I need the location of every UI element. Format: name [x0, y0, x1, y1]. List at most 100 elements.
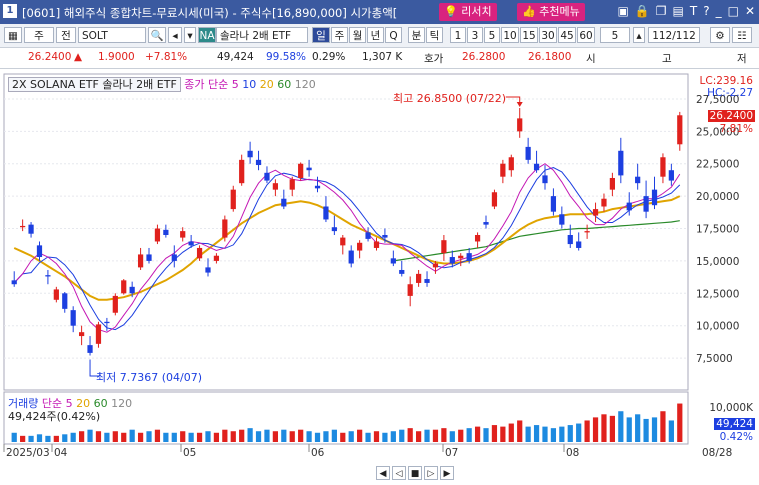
interval-30[interactable]: 30	[539, 27, 557, 43]
candle-body	[314, 185, 321, 189]
volume-bar	[272, 431, 278, 442]
low-label: 저	[737, 53, 747, 65]
text-icon[interactable]: T	[689, 4, 698, 18]
volume-bar	[20, 435, 26, 442]
window-number: 1	[3, 4, 17, 18]
chart-icon[interactable]: ▤	[672, 4, 684, 18]
candle-body	[20, 225, 26, 228]
copy-icon[interactable]: ❐	[655, 4, 667, 18]
ma10-label: 10	[242, 78, 257, 91]
volume-bar	[491, 425, 498, 442]
bid-price: 26.1800	[528, 51, 572, 63]
volume-bar	[154, 429, 161, 442]
ma20-label: 20	[259, 78, 274, 91]
next-icon[interactable]: ▶	[440, 466, 454, 480]
interval-3[interactable]: 3	[467, 27, 483, 43]
help-icon[interactable]: ?	[703, 4, 710, 18]
interval-custom[interactable]: 5	[600, 27, 630, 43]
vol-ma120-label: 120	[111, 397, 133, 410]
volume-ratio: 99.58%	[266, 51, 307, 63]
candle-body	[230, 189, 236, 210]
volume-bar	[222, 429, 228, 442]
candle-body	[517, 118, 523, 132]
toolbar-icon[interactable]: ▦	[4, 27, 22, 43]
candle-body	[449, 257, 455, 264]
candle-body	[129, 286, 135, 294]
volume-bar	[517, 420, 523, 442]
period-month[interactable]: 월	[349, 27, 366, 43]
candle-body	[171, 254, 177, 261]
candle-body	[188, 241, 194, 246]
ma20-line	[13, 195, 681, 301]
all-button[interactable]: 전	[56, 27, 76, 43]
high-arrow	[516, 102, 523, 107]
interval-10[interactable]: 10	[501, 27, 519, 43]
open-label: 시	[586, 53, 596, 65]
volume-last-tag: 49,424	[714, 418, 755, 430]
volume-bar	[533, 425, 540, 442]
volume-bar	[466, 428, 472, 442]
candle-body	[11, 280, 17, 285]
ma10-line	[13, 167, 681, 331]
candle-body	[407, 284, 413, 296]
volume-bar	[441, 428, 447, 442]
candle-body	[584, 231, 590, 233]
interval-45[interactable]: 45	[558, 27, 576, 43]
volume-bar	[567, 425, 573, 442]
interval-1[interactable]: 1	[450, 27, 466, 43]
volume-legend: 거래량 단순 5 20 60 120	[8, 395, 132, 411]
chart-options-icon[interactable]: ☷	[732, 27, 752, 43]
chevron-down-icon[interactable]: ▾	[184, 27, 196, 43]
play-icon[interactable]: ▷	[424, 466, 438, 480]
interval-5[interactable]: 5	[484, 27, 500, 43]
volume-bar	[474, 426, 481, 442]
symbol-input[interactable]: SOLT	[78, 27, 146, 43]
period-quarter[interactable]: Q	[385, 27, 402, 43]
period-type-select[interactable]: 주	[24, 27, 54, 43]
volume-bar	[230, 431, 236, 442]
settings-icon[interactable]: ⚙	[710, 27, 730, 43]
interval-60[interactable]: 60	[577, 27, 595, 43]
minimize-icon[interactable]: _	[715, 4, 722, 18]
search-icon[interactable]: 🔍	[148, 27, 166, 43]
candle-body	[483, 222, 489, 225]
candle-body	[348, 250, 354, 264]
lock-icon[interactable]: 🔒	[634, 4, 650, 18]
volume-bar	[79, 431, 85, 442]
ma5-line	[13, 163, 681, 333]
period-minute[interactable]: 분	[408, 27, 425, 43]
maximize-icon[interactable]: □	[727, 4, 739, 18]
recommend-label: 추천메뉴	[539, 5, 580, 18]
volume-bar	[635, 414, 641, 442]
title-bar: 1 [0601] 해외주식 종합차트-무료시세(미국) - 주식수[16,890…	[0, 0, 759, 24]
y-tick-label: 25,0000	[696, 126, 739, 138]
window-icon[interactable]: ▣	[617, 4, 629, 18]
close-icon[interactable]: ✕	[744, 4, 755, 18]
ma-label: 종가 단순 5	[184, 78, 239, 91]
candle-body	[365, 232, 371, 239]
period-tick[interactable]: 틱	[426, 27, 443, 43]
stop-icon[interactable]: ■	[408, 466, 422, 480]
price-pane	[3, 73, 689, 391]
prev-icon[interactable]: ◀	[376, 466, 390, 480]
recommend-menu-button[interactable]: 👍 추천메뉴	[517, 3, 585, 21]
candle-body	[298, 163, 304, 178]
researcher-button[interactable]: 💡 리서치	[439, 3, 497, 21]
period-week[interactable]: 주	[331, 27, 348, 43]
period-year[interactable]: 년	[367, 27, 384, 43]
x-axis: 2025/03 04 05 06 07 08 08/28	[3, 444, 732, 459]
candle-body	[28, 224, 34, 234]
volume-bar	[196, 432, 203, 442]
x-tick-label: 05	[183, 447, 196, 459]
price-chart[interactable]: 27,5000 25,0000 22,5000 20,0000 17,5000 15,00…	[0, 72, 759, 485]
candle-body	[36, 245, 43, 258]
volume-bar	[28, 435, 34, 442]
speaker-icon[interactable]: ◂	[168, 27, 182, 43]
play-back-icon[interactable]: ◁	[392, 466, 406, 480]
candle-body	[137, 254, 144, 268]
interval-15[interactable]: 15	[520, 27, 538, 43]
period-day[interactable]: 일	[312, 27, 330, 43]
name-badge: NA	[198, 27, 216, 43]
volume-pane	[3, 391, 689, 445]
interval-spin-icon[interactable]: ▴	[633, 27, 645, 43]
